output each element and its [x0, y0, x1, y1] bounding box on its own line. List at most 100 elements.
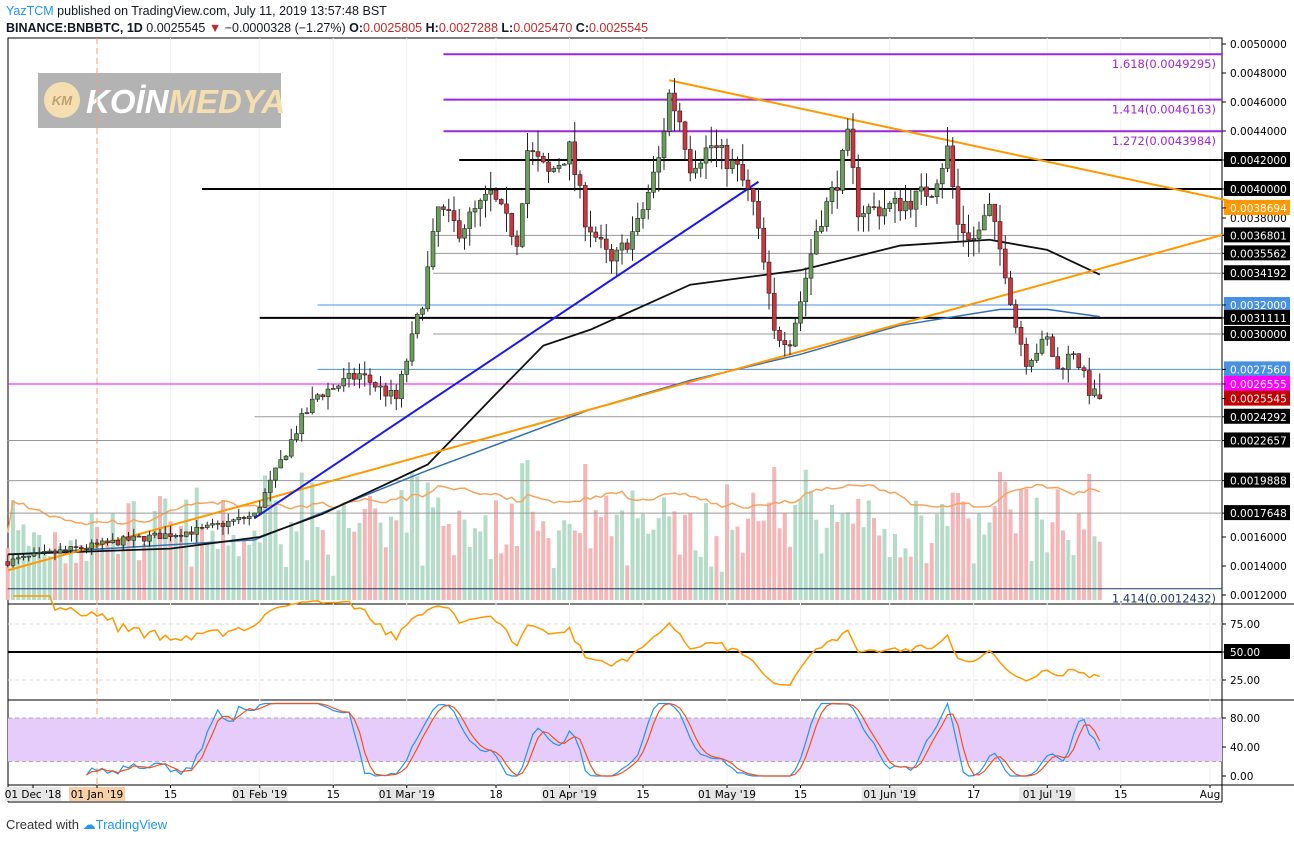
high-label: H: [425, 21, 439, 35]
candle-body [693, 167, 698, 174]
candle-body [535, 151, 541, 157]
volume-bar [1029, 561, 1034, 600]
stoch-tick-label: 0.00 [1230, 771, 1253, 783]
candle [771, 277, 777, 340]
candle-body [404, 360, 410, 375]
time-tick-label: 01 Jul '19 [1023, 789, 1072, 801]
candle [792, 318, 798, 348]
candle-body [703, 147, 709, 164]
volume-bar [221, 500, 225, 600]
candle-body [966, 232, 971, 241]
publisher-link[interactable]: YazTCM [6, 4, 54, 18]
candle [834, 170, 840, 209]
trendline-orange-resistance [669, 79, 1242, 205]
price-tick-label: 0.0044000 [1230, 126, 1287, 138]
volume-bar [452, 555, 456, 600]
time-tag-bg [541, 787, 598, 801]
candle [551, 165, 557, 173]
candle [630, 216, 635, 261]
price-tag-label: 0.0022657 [1230, 435, 1287, 447]
candle-body [750, 188, 756, 202]
volume-bar [394, 520, 399, 600]
price-tag-label-bg [1224, 326, 1290, 341]
candle-body [246, 515, 252, 519]
candle [446, 198, 452, 223]
candle [719, 138, 725, 170]
volume-bar [1092, 536, 1097, 600]
volume-bar [515, 546, 519, 600]
symbol-name[interactable]: BINANCE:BNBBTC, 1D [6, 21, 143, 35]
volume-bar [89, 513, 94, 600]
volume-bar [898, 557, 903, 600]
volume-bar [242, 538, 246, 600]
candle-body [582, 185, 588, 228]
price-tag-label: 0.0031111 [1230, 313, 1287, 325]
volume-bar [803, 469, 808, 600]
trendline-orange-support [7, 228, 1242, 572]
volume-bar [284, 566, 288, 600]
high-value: 0.0027288 [438, 21, 498, 35]
candle-body [761, 227, 767, 263]
candle [535, 130, 541, 172]
candle-body [871, 206, 877, 209]
candle [252, 512, 257, 519]
volume-bar [26, 545, 31, 600]
low-label: L: [501, 21, 514, 35]
candle [540, 152, 546, 164]
time-tag-bg [1019, 787, 1076, 801]
price-tag-label: 0.0042000 [1230, 155, 1287, 167]
candle-body [798, 301, 803, 324]
candle [1034, 343, 1040, 363]
candle-body [981, 215, 987, 231]
volume-bar [53, 532, 57, 600]
volume-bar [693, 550, 698, 600]
volume-bar [347, 528, 351, 600]
candle-body [656, 157, 662, 173]
candle [651, 155, 656, 199]
candle-body [472, 208, 478, 213]
candle [225, 513, 231, 535]
candle [525, 133, 530, 219]
candle-body [960, 223, 966, 234]
candle [787, 340, 793, 356]
volume-bar [58, 545, 63, 600]
time-tick-label: 01 Feb '19 [232, 789, 287, 801]
volume-bar [992, 506, 997, 600]
candle [729, 148, 735, 174]
candle [813, 219, 819, 255]
candle [246, 511, 252, 526]
candle-body [672, 92, 677, 112]
price-tag-label-bg [1224, 181, 1290, 196]
time-tag-bg [5, 787, 61, 801]
volume-bar [189, 566, 194, 600]
candle-body [320, 394, 326, 398]
volume-bar [110, 513, 115, 600]
candle [845, 118, 851, 157]
volume-bar [478, 531, 483, 600]
candle [26, 555, 32, 562]
price-change: −0.0000328 (−1.27%) [224, 21, 346, 35]
volume-bar [21, 524, 26, 600]
volume-bar [184, 499, 189, 600]
volume-bar [1055, 489, 1060, 600]
volume-bar [746, 518, 750, 600]
watermark-badge [44, 82, 80, 118]
candle [556, 157, 562, 173]
tradingview-link[interactable]: TradingView [95, 817, 168, 832]
candle-body [162, 533, 168, 539]
stoch-d-line [86, 702, 1101, 777]
price-tick-label: 0.0014000 [1230, 561, 1287, 573]
candle-body [724, 145, 730, 170]
candle-body [787, 344, 793, 347]
tradingview-logo-icon[interactable]: ☁ [82, 817, 96, 832]
volume-bar [410, 472, 414, 600]
candle-body [446, 209, 452, 211]
candle [1071, 351, 1076, 360]
candle-body [241, 516, 247, 519]
volume-bar [667, 516, 672, 600]
price-tag-label-bg [1224, 408, 1290, 424]
volume-bar [404, 532, 409, 600]
candle [761, 217, 767, 270]
volume-bar [950, 492, 955, 600]
